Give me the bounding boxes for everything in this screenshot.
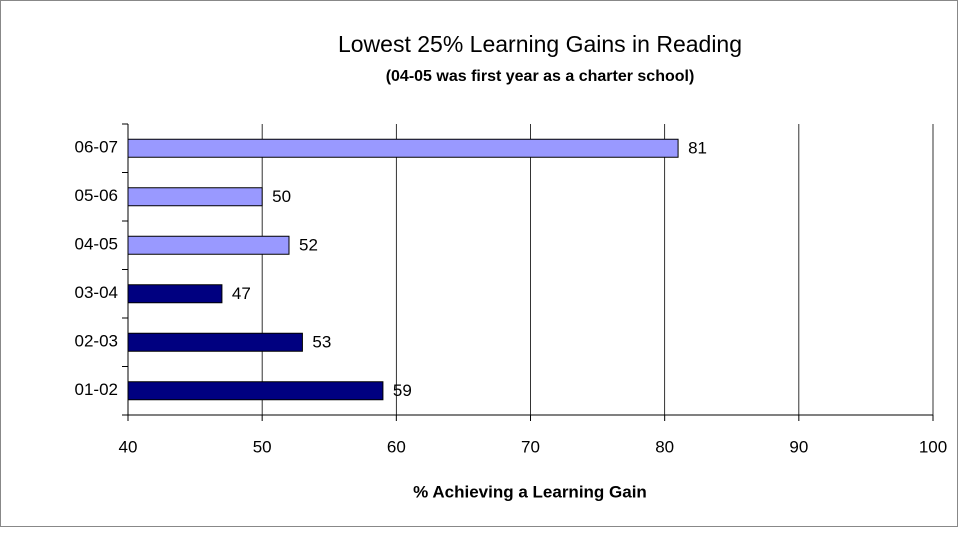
data-label: 47 bbox=[232, 284, 251, 303]
x-tick-label: 90 bbox=[789, 437, 808, 456]
data-label: 53 bbox=[312, 333, 331, 352]
bar bbox=[127, 187, 263, 207]
data-label: 52 bbox=[299, 236, 318, 255]
chart-subtitle: (04-05 was first year as a charter schoo… bbox=[386, 68, 695, 85]
data-label: 59 bbox=[393, 381, 412, 400]
x-tick-label: 50 bbox=[253, 437, 272, 456]
bar bbox=[127, 332, 303, 352]
bar bbox=[127, 381, 384, 401]
chart-title: Lowest 25% Learning Gains in Reading bbox=[338, 31, 742, 57]
y-tick-label: 01-02 bbox=[75, 380, 118, 399]
bar bbox=[127, 235, 290, 255]
x-tick-label: 70 bbox=[521, 437, 540, 456]
data-label: 81 bbox=[688, 139, 707, 158]
bar bbox=[127, 284, 223, 304]
x-tick-label: 40 bbox=[119, 437, 138, 456]
y-tick-label: 02-03 bbox=[75, 332, 118, 351]
data-label: 50 bbox=[272, 187, 291, 206]
y-tick-label: 05-06 bbox=[75, 186, 118, 205]
x-tick-label: 100 bbox=[919, 437, 947, 456]
y-tick-label: 03-04 bbox=[75, 283, 118, 302]
y-tick-label: 04-05 bbox=[75, 235, 118, 254]
x-tick-label: 80 bbox=[655, 437, 674, 456]
x-axis-label: % Achieving a Learning Gain bbox=[413, 482, 647, 501]
y-tick-label: 06-07 bbox=[75, 138, 118, 157]
x-tick-label: 60 bbox=[387, 437, 406, 456]
bar bbox=[127, 138, 679, 158]
